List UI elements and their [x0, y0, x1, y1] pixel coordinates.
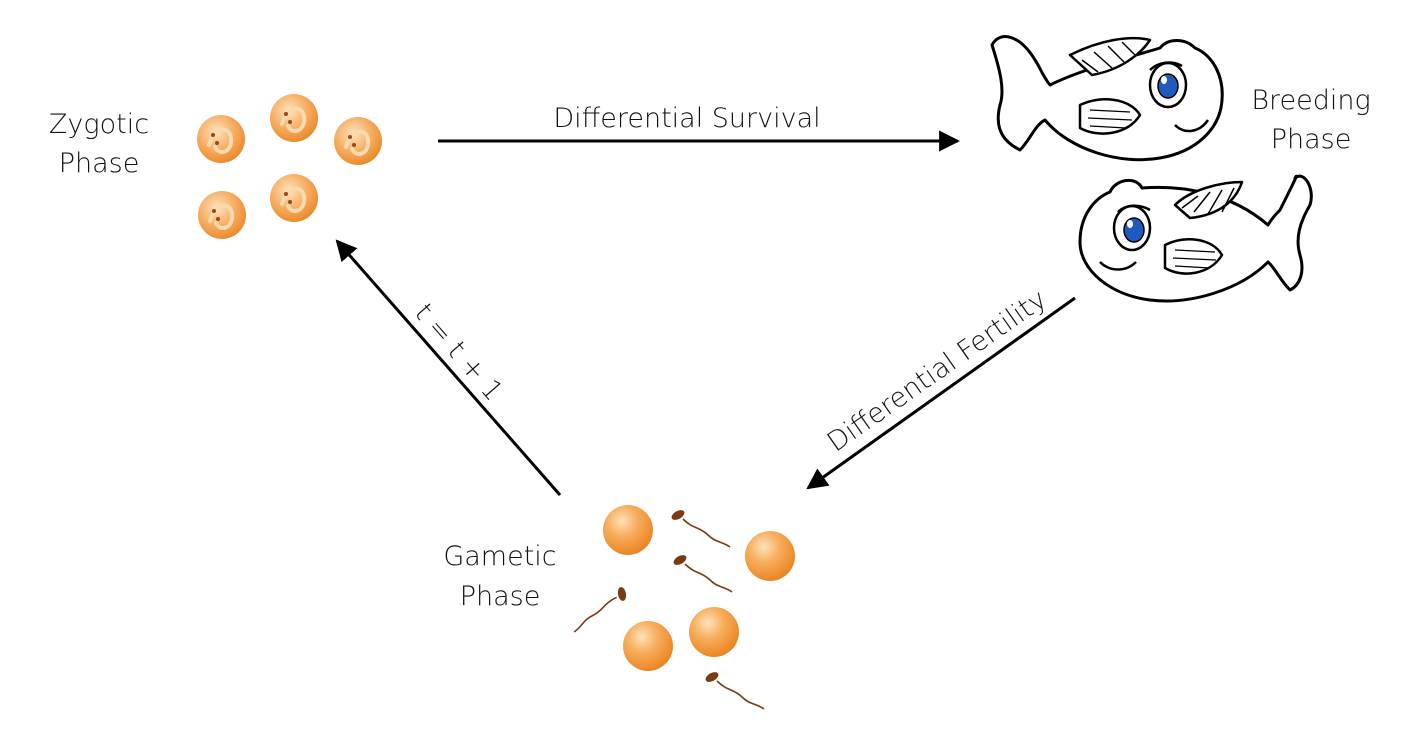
gametic-phase-label-line1: Gametic	[443, 541, 556, 572]
sperm-cell-icon	[671, 552, 733, 593]
zygotic-phase-label-line1: Zygotic	[49, 109, 149, 140]
fertility-arrow	[806, 296, 1076, 490]
zygote-egg-icon	[195, 113, 247, 165]
zygote-egg-icon	[196, 189, 248, 241]
sperm-cell-icon	[669, 507, 731, 548]
survival-label: Differential Survival	[553, 103, 820, 134]
egg-cell-icon	[603, 505, 653, 555]
gamete-cluster	[573, 505, 795, 710]
breeding-phase-label-line2: Phase	[1271, 124, 1352, 155]
time-step-arrow	[335, 239, 562, 496]
egg-cell-icon	[623, 621, 673, 671]
sperm-cell-icon	[703, 669, 765, 710]
egg-cell-icon	[689, 607, 739, 657]
fish-icon	[1078, 174, 1313, 303]
zygote-egg-icon	[268, 92, 320, 144]
zygote-cluster	[195, 92, 384, 241]
zygote-egg-icon	[268, 172, 320, 224]
time-step-label: t = t + 1	[408, 298, 509, 407]
breeding-phase-label-line1: Breeding	[1251, 85, 1370, 116]
sperm-cell-icon	[573, 574, 633, 647]
egg-cell-icon	[745, 531, 795, 581]
zygote-egg-icon	[332, 115, 384, 167]
zygotic-phase-label-line2: Phase	[59, 148, 140, 179]
fertility-label: Differential Fertility	[822, 284, 1053, 458]
gametic-phase-label-line2: Phase	[460, 581, 541, 612]
fish-icon	[990, 35, 1224, 162]
